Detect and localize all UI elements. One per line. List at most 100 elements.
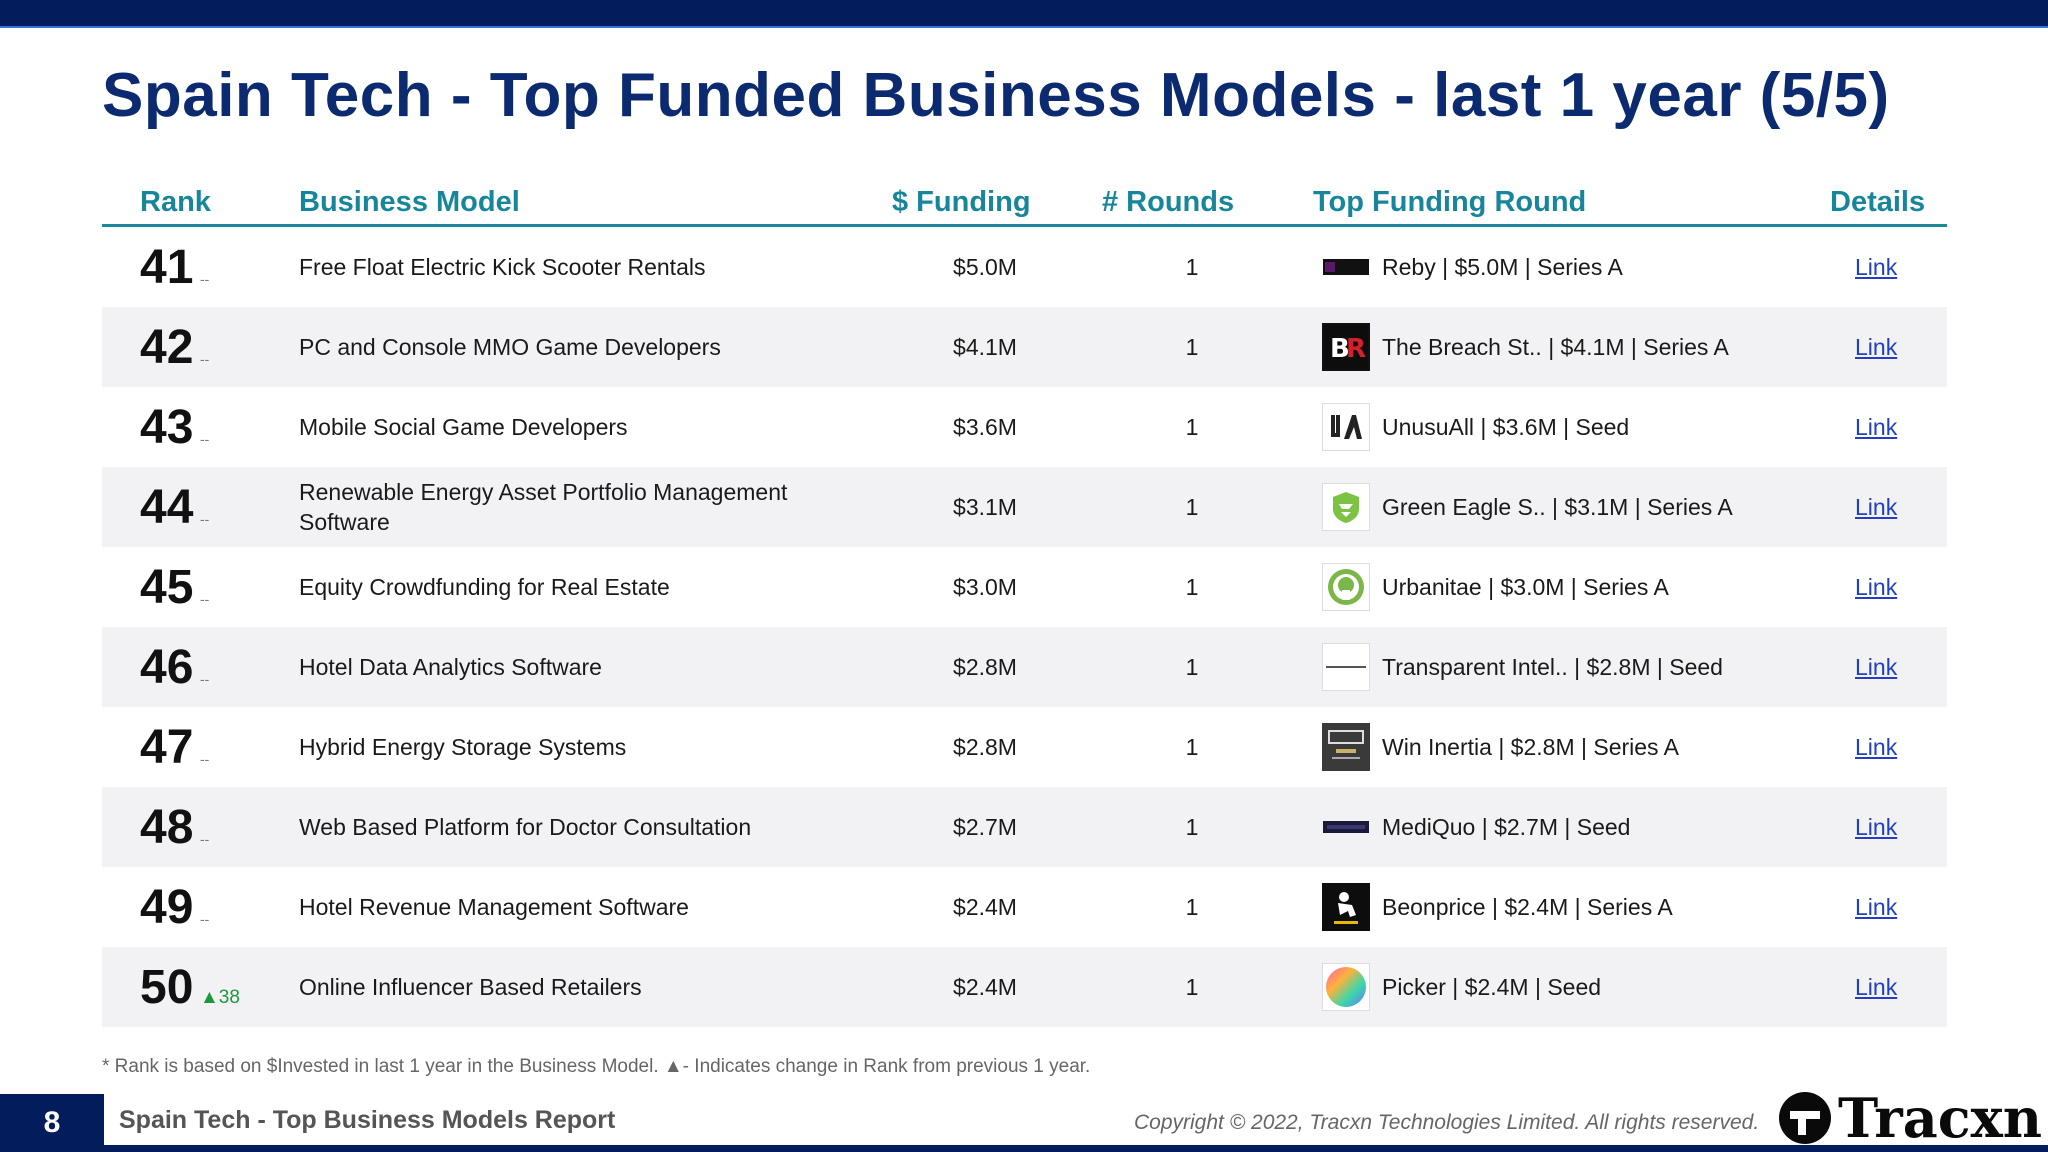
details-link[interactable]: Link [1855, 493, 1898, 520]
rank-change: -- [200, 511, 210, 527]
table-row: 50 ▲38 Online Influencer Based Retailers… [102, 947, 1947, 1027]
tracxn-logo: Tracxn [1776, 1086, 2042, 1150]
table-row: 43 -- Mobile Social Game Developers $3.6… [102, 387, 1947, 467]
col-header-rounds: # Rounds [1102, 186, 1235, 218]
details-link-cell: Link [1855, 467, 1897, 547]
rank-change: -- [200, 591, 210, 607]
business-model-name: Renewable Energy Asset Portfolio Managem… [299, 479, 788, 535]
top-funding-round: Transparent Intel.. | $2.8M | Seed [1382, 653, 1723, 680]
top-funding-round: Reby | $5.0M | Series A [1382, 253, 1623, 280]
details-link-cell: Link [1855, 227, 1897, 307]
funding-amount: $5.0M [953, 253, 1017, 280]
top-funding-round: Win Inertia | $2.8M | Series A [1382, 733, 1680, 760]
funding-amount: $2.4M [953, 893, 1017, 920]
details-link[interactable]: Link [1855, 253, 1898, 280]
funding-amount: $4.1M [953, 333, 1017, 360]
details-link[interactable]: Link [1855, 573, 1898, 600]
rank-change: -- [200, 671, 210, 687]
urbanitae-logo-icon [1322, 563, 1370, 611]
details-link-cell: Link [1855, 387, 1897, 467]
beonprice-logo-icon [1322, 883, 1370, 931]
copyright-notice: Copyright © 2022, Tracxn Technologies Li… [1134, 1111, 1760, 1134]
table-header: Rank Business Model $ Funding # Rounds T… [102, 180, 1947, 227]
page-number: 8 [0, 1094, 104, 1152]
col-header-funding: $ Funding [892, 186, 1031, 218]
details-link[interactable]: Link [1855, 733, 1898, 760]
top-funding-round: Picker | $2.4M | Seed [1382, 973, 1602, 1000]
hess-logo-icon [1322, 723, 1370, 771]
details-link-cell: Link [1855, 787, 1897, 867]
details-link-cell: Link [1855, 867, 1897, 947]
col-header-rank: Rank [140, 186, 211, 218]
tracxn-mark-icon [1779, 1092, 1831, 1144]
rounds-count: 1 [1185, 493, 1199, 520]
funding-amount: $2.8M [953, 733, 1017, 760]
details-link-cell: Link [1855, 307, 1897, 387]
rank-number: 43 [140, 400, 194, 454]
details-link-cell: Link [1855, 547, 1897, 627]
top-funding-round: Beonprice | $2.4M | Series A [1382, 893, 1673, 920]
table-row: 45 -- Equity Crowdfunding for Real Estat… [102, 547, 1947, 627]
rounds-count: 1 [1185, 893, 1199, 920]
table-row: 42 -- PC and Console MMO Game Developers… [102, 307, 1947, 387]
details-link-cell: Link [1855, 947, 1897, 1027]
business-model-name: Equity Crowdfunding for Real Estate [299, 574, 670, 600]
rank-number: 44 [140, 480, 194, 534]
business-model-name: Free Float Electric Kick Scooter Rentals [299, 254, 706, 280]
table-row: 47 -- Hybrid Energy Storage Systems $2.8… [102, 707, 1947, 787]
top-funding-round: Urbanitae | $3.0M | Series A [1382, 573, 1669, 600]
ua-logo-icon [1322, 403, 1370, 451]
rounds-count: 1 [1185, 973, 1199, 1000]
rank-change: -- [200, 751, 210, 767]
funding-amount: $3.1M [953, 493, 1017, 520]
table-row: 46 -- Hotel Data Analytics Software $2.8… [102, 627, 1947, 707]
top-funding-round: MediQuo | $2.7M | Seed [1382, 813, 1631, 840]
report-title: Spain Tech - Top Business Models Report [119, 1106, 616, 1134]
rank-number: 42 [140, 320, 194, 374]
col-header-top-funding-round: Top Funding Round [1313, 186, 1587, 218]
business-model-name: Online Influencer Based Retailers [299, 974, 642, 1000]
top-funding-round: Green Eagle S.. | $3.1M | Series A [1382, 493, 1733, 520]
business-model-name: Hotel Revenue Management Software [299, 894, 689, 920]
business-model-name: Hybrid Energy Storage Systems [299, 734, 627, 760]
rounds-count: 1 [1185, 573, 1199, 600]
rounds-count: 1 [1185, 733, 1199, 760]
rank-change: -- [200, 271, 210, 287]
details-link[interactable]: Link [1855, 813, 1898, 840]
rank-number: 41 [140, 240, 194, 294]
details-link[interactable]: Link [1855, 413, 1898, 440]
rounds-count: 1 [1185, 653, 1199, 680]
business-model-name: Hotel Data Analytics Software [299, 654, 602, 680]
top-bar-accent [0, 26, 2048, 28]
svg-text:B: B [1330, 334, 1350, 364]
details-link[interactable]: Link [1855, 333, 1898, 360]
rank-change: -- [200, 831, 210, 847]
rank-change: -- [200, 431, 210, 447]
rounds-count: 1 [1185, 333, 1199, 360]
top-funding-round: The Breach St.. | $4.1M | Series A [1382, 333, 1729, 360]
details-link[interactable]: Link [1855, 653, 1898, 680]
funding-amount: $3.6M [953, 413, 1017, 440]
rounds-count: 1 [1185, 813, 1199, 840]
funding-amount: $3.0M [953, 573, 1017, 600]
mediquo-logo-icon [1322, 803, 1370, 851]
table-row: 48 -- Web Based Platform for Doctor Cons… [102, 787, 1947, 867]
top-bar [0, 0, 2048, 26]
rank-number: 47 [140, 720, 194, 774]
details-link-cell: Link [1855, 627, 1897, 707]
transparent-logo-icon [1322, 643, 1370, 691]
details-link[interactable]: Link [1855, 893, 1898, 920]
col-header-business-model: Business Model [299, 186, 520, 218]
green-eagle-logo-icon [1322, 483, 1370, 531]
funding-amount: $2.4M [953, 973, 1017, 1000]
business-model-name: Mobile Social Game Developers [299, 414, 628, 440]
table-row: 41 -- Free Float Electric Kick Scooter R… [102, 227, 1947, 307]
details-link[interactable]: Link [1855, 973, 1898, 1000]
brand-name: Tracxn [1838, 1086, 2043, 1150]
business-model-name: Web Based Platform for Doctor Consultati… [299, 814, 752, 840]
rank-number: 46 [140, 640, 194, 694]
rank-number: 48 [140, 800, 194, 854]
rounds-count: 1 [1185, 413, 1199, 440]
rank-number: 49 [140, 880, 194, 934]
